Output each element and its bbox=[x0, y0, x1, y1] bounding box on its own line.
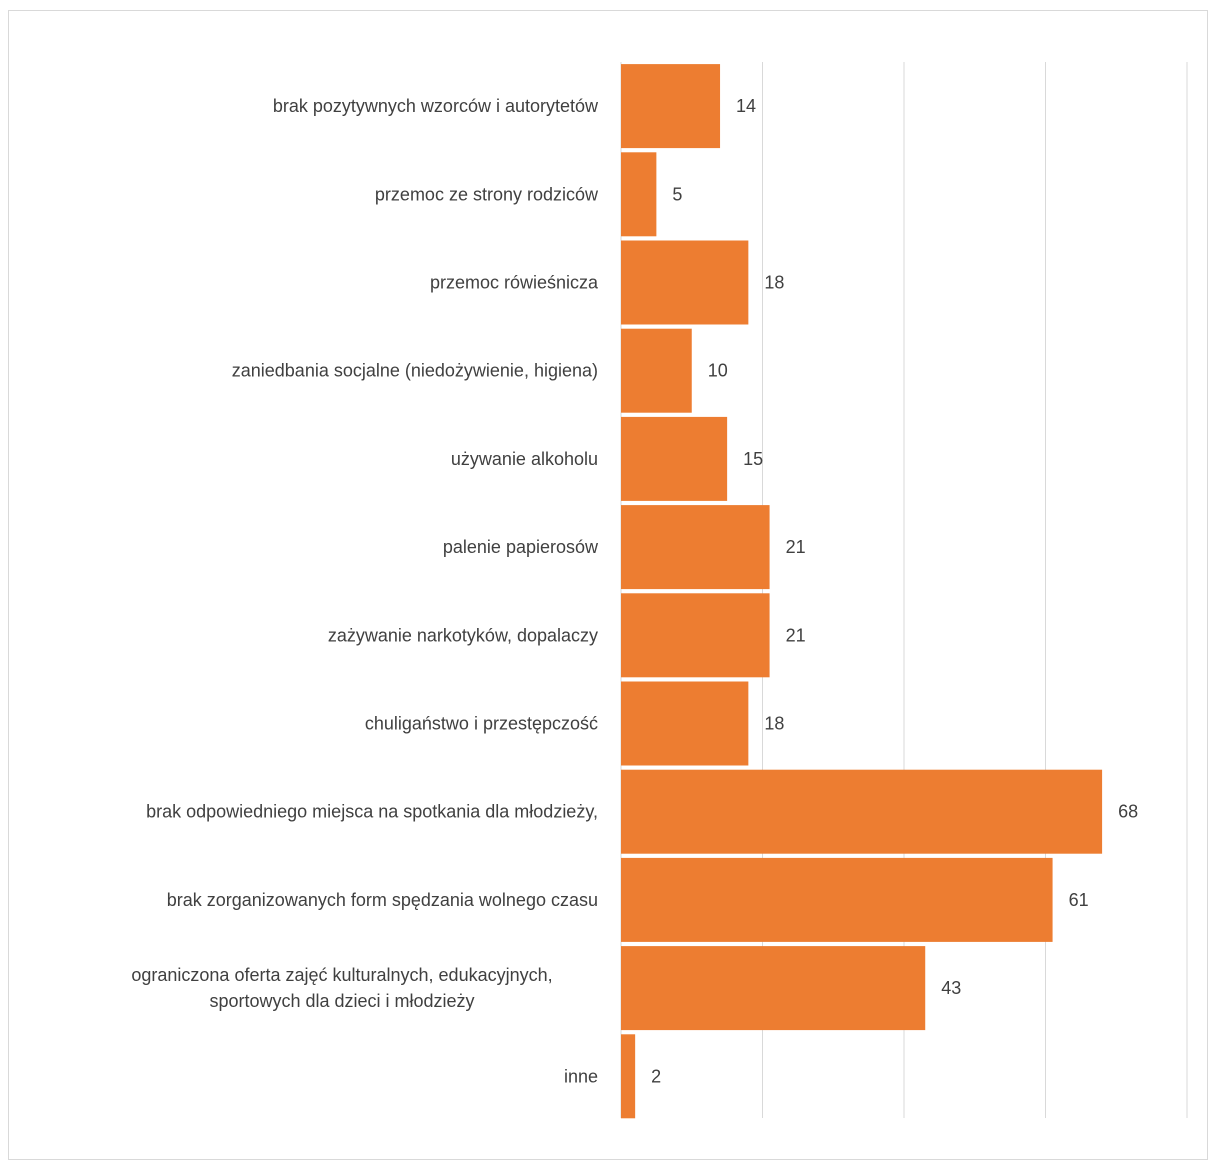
data-label-8: 68 bbox=[1118, 802, 1138, 822]
category-label-2: przemoc rówieśnicza bbox=[430, 273, 599, 293]
bar-7 bbox=[621, 681, 749, 766]
bar-6 bbox=[621, 593, 770, 678]
category-label-1: przemoc ze strony rodziców bbox=[375, 184, 599, 204]
bar-3 bbox=[621, 328, 692, 413]
data-label-0: 14 bbox=[736, 96, 756, 116]
category-label-10: ograniczona oferta zajęć kulturalnych, e… bbox=[131, 965, 552, 1011]
data-label-10: 43 bbox=[941, 978, 961, 998]
bar-9 bbox=[621, 857, 1053, 942]
bar-2 bbox=[621, 240, 749, 325]
data-label-11: 2 bbox=[651, 1066, 661, 1086]
bar-11 bbox=[621, 1034, 636, 1119]
category-label-7: chuligaństwo i przestępczość bbox=[365, 714, 598, 734]
chart-frame bbox=[8, 10, 1208, 1160]
category-label-8: brak odpowiedniego miejsca na spotkania … bbox=[146, 802, 598, 822]
category-label-6: zażywanie narkotyków, dopalaczy bbox=[328, 625, 598, 645]
bar-8 bbox=[621, 769, 1103, 854]
data-label-4: 15 bbox=[743, 449, 763, 469]
data-label-1: 5 bbox=[672, 184, 682, 204]
category-label-3: zaniedbania socjalne (niedożywienie, hig… bbox=[232, 361, 598, 381]
category-label-9: brak zorganizowanych form spędzania woln… bbox=[167, 890, 598, 910]
data-label-9: 61 bbox=[1069, 890, 1089, 910]
data-label-3: 10 bbox=[708, 361, 728, 381]
category-label-11: inne bbox=[564, 1066, 598, 1086]
data-label-6: 21 bbox=[786, 625, 806, 645]
bar-5 bbox=[621, 505, 770, 590]
category-label-5: palenie papierosów bbox=[443, 537, 599, 557]
bar-0 bbox=[621, 64, 721, 149]
bar-1 bbox=[621, 152, 657, 237]
bar-10 bbox=[621, 946, 926, 1031]
category-label-0: brak pozytywnych wzorców i autorytetów bbox=[273, 96, 599, 116]
bar-4 bbox=[621, 416, 728, 501]
data-label-2: 18 bbox=[764, 273, 784, 293]
category-label-4: używanie alkoholu bbox=[451, 449, 598, 469]
data-label-7: 18 bbox=[764, 714, 784, 734]
data-label-5: 21 bbox=[786, 537, 806, 557]
